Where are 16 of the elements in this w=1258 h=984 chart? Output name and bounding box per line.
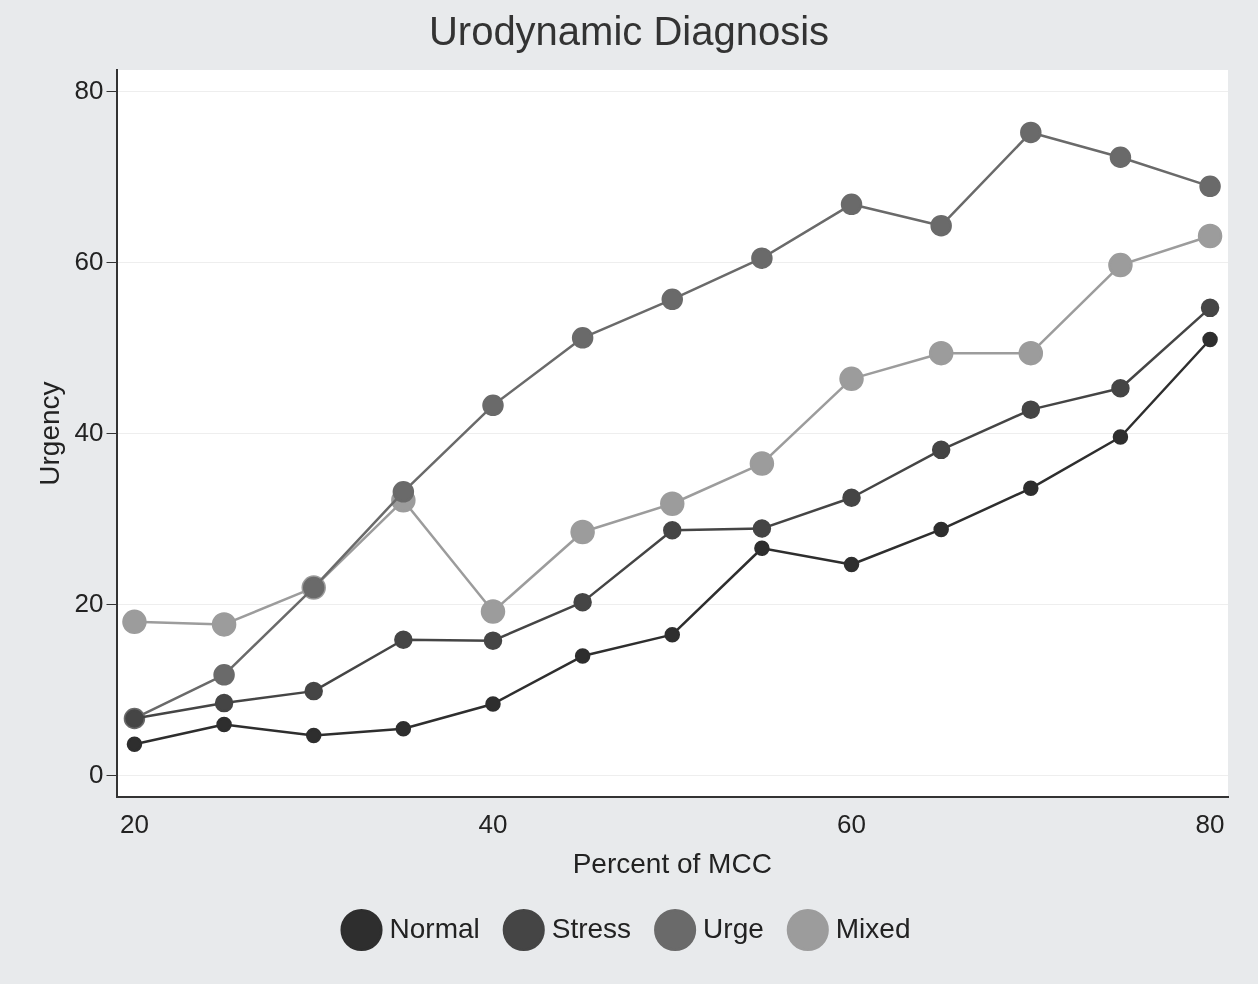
y-tick-label: 40 xyxy=(74,416,104,447)
x-tick-label: 60 xyxy=(837,808,866,839)
y-tick-label: 60 xyxy=(74,245,104,276)
y-axis-title: Urgency xyxy=(33,381,65,486)
legend-label: Mixed xyxy=(835,912,911,944)
legend-label: Urge xyxy=(703,912,764,944)
x-tick-label: 80 xyxy=(1195,808,1225,839)
y-tick-label: 80 xyxy=(74,74,104,105)
y-tick-label: 20 xyxy=(74,587,104,618)
x-tick-label: 40 xyxy=(478,808,508,839)
y-tick-label: 0 xyxy=(89,758,104,789)
legend-label: Normal xyxy=(389,912,480,944)
x-axis-title: Percent of MCC xyxy=(572,847,772,879)
chart-title: Urodynamic Diagnosis xyxy=(428,9,830,54)
x-tick-label: 20 xyxy=(119,808,149,839)
legend-label: Stress xyxy=(551,912,632,944)
